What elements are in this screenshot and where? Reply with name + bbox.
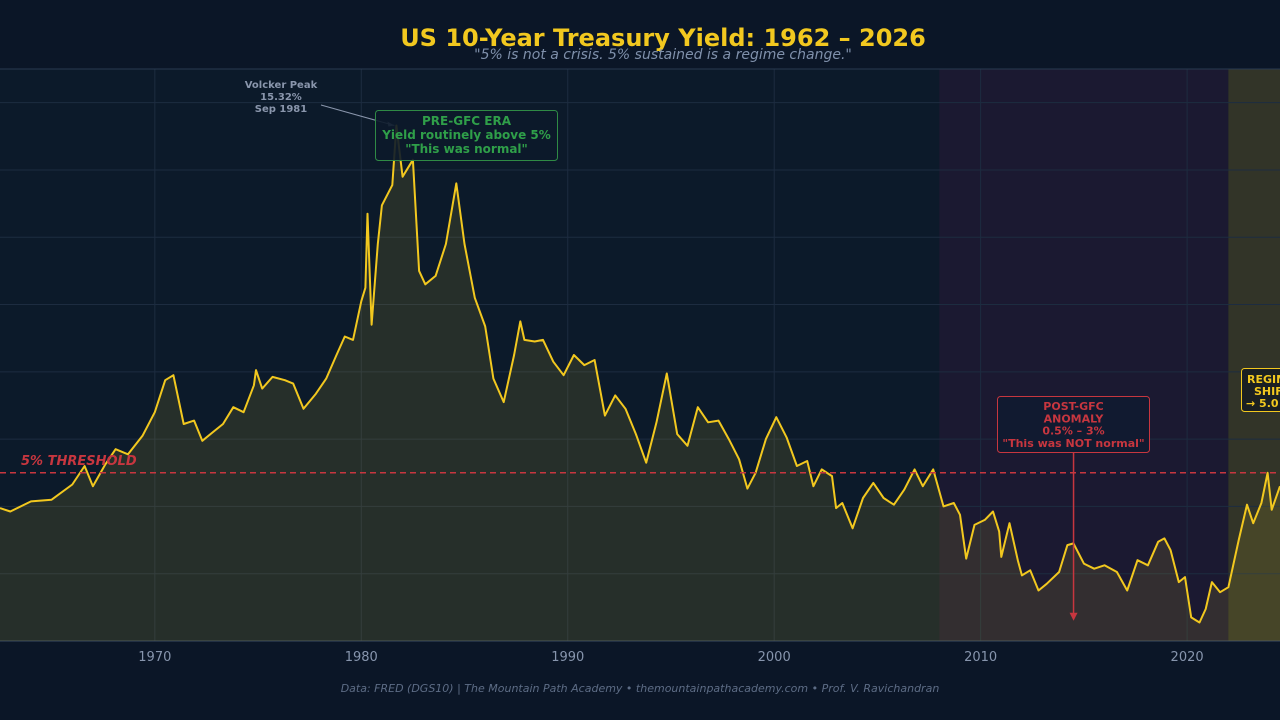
regime-shift-annotation-line: → 5.0 xyxy=(1246,397,1279,410)
post-gfc-annotation-line: POST-GFC xyxy=(1043,400,1103,413)
x-tick-label: 2010 xyxy=(964,650,997,665)
x-tick-label: 2020 xyxy=(1171,650,1204,665)
volcker-annotation-line: Volcker Peak xyxy=(245,80,318,91)
post-gfc-annotation-line: 0.5% – 3% xyxy=(1042,425,1104,438)
chart-footer: Data: FRED (DGS10) | The Mountain Path A… xyxy=(341,682,940,695)
chart-subtitle: "5% is not a crisis. 5% sustained is a r… xyxy=(474,47,852,63)
regime-shift-annotation-line: SHIFT xyxy=(1254,385,1280,398)
post-gfc-annotation-line: "This was NOT normal" xyxy=(1002,437,1144,450)
yield-line xyxy=(0,124,1280,624)
volcker-annotation-line: Sep 1981 xyxy=(255,104,307,115)
post-gfc-box xyxy=(997,396,1150,453)
regime-shift-box xyxy=(1241,368,1280,412)
regime-shift-annotation-line: REGIME xyxy=(1247,373,1280,386)
volcker-annotation-line: 15.32% xyxy=(260,92,302,103)
pre-gfc-annotation-line: "This was normal" xyxy=(405,142,528,156)
threshold-label: 5% THRESHOLD xyxy=(21,454,137,469)
x-tick-label: 1980 xyxy=(345,650,378,665)
x-tick-label: 1970 xyxy=(138,650,171,665)
pre-gfc-annotation-line: PRE-GFC ERA xyxy=(422,114,512,128)
x-tick-label: 2000 xyxy=(758,650,791,665)
yield-area xyxy=(0,125,1280,641)
chart-title: US 10-Year Treasury Yield: 1962 – 2026 xyxy=(400,24,926,52)
post-gfc-annotation-line: ANOMALY xyxy=(1044,412,1105,425)
x-tick-label: 1990 xyxy=(551,650,584,665)
post-gfc-arrow-head xyxy=(1069,612,1078,621)
pre-gfc-box xyxy=(375,110,558,161)
pre-gfc-annotation-line: Yield routinely above 5% xyxy=(381,128,551,142)
shaded-region-1 xyxy=(939,69,1229,641)
